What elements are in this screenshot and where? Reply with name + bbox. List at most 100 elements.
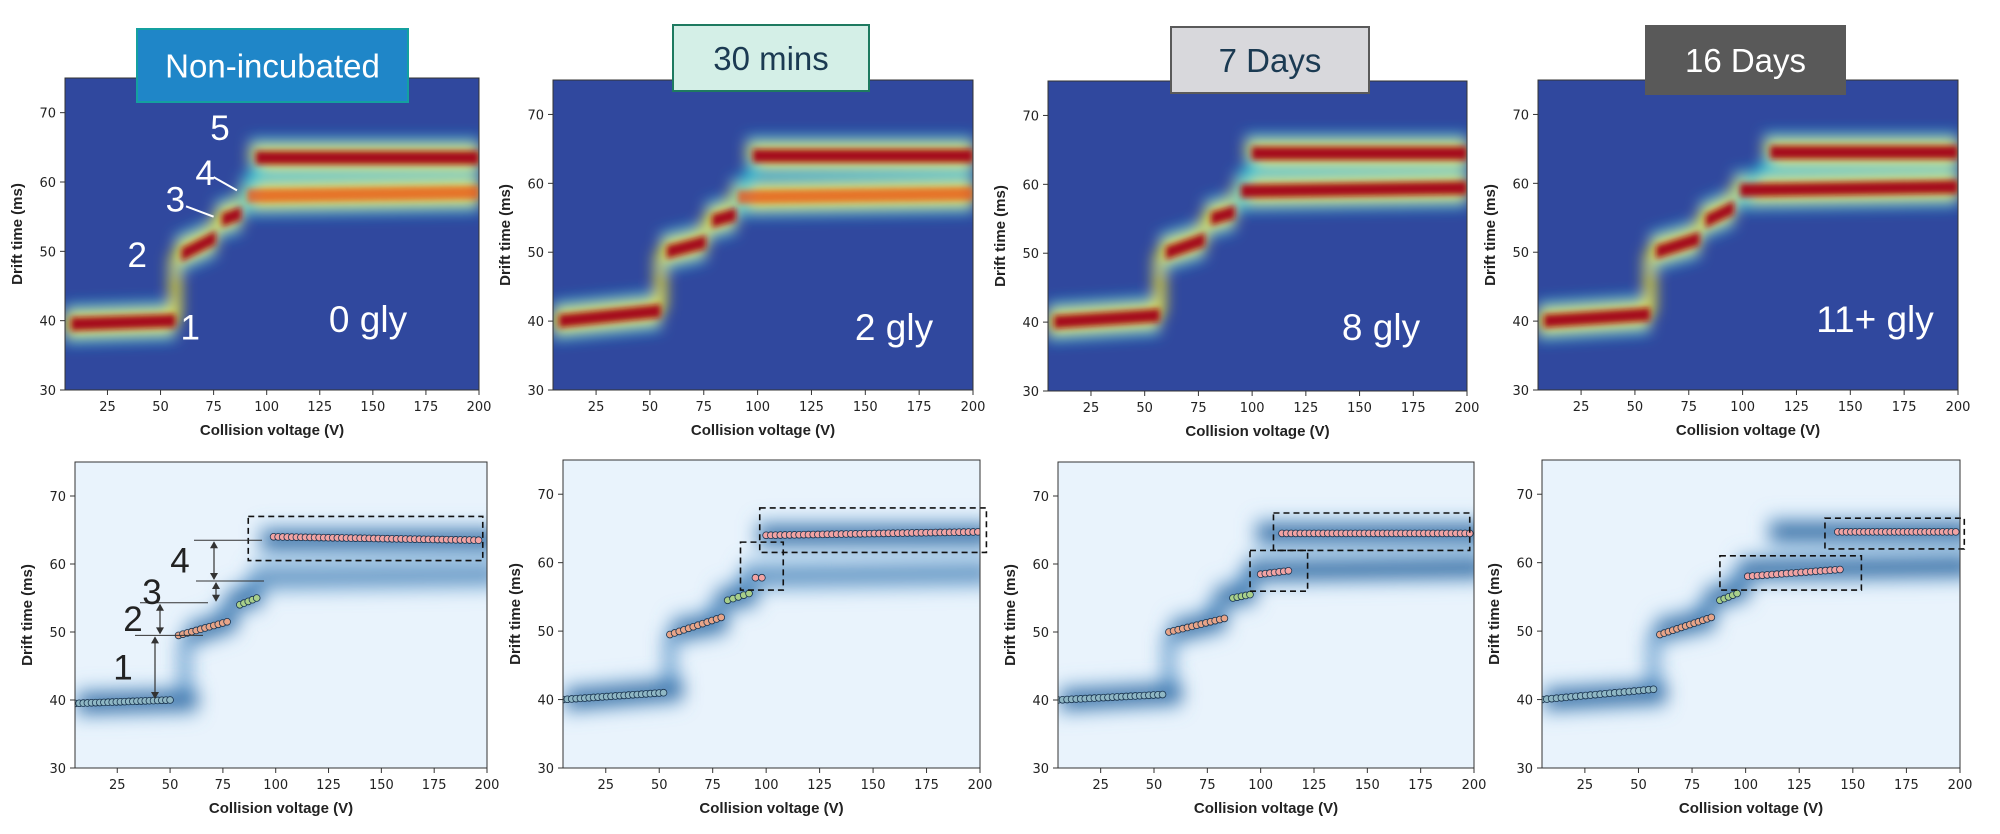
x-axis-label: Collision voltage (V) xyxy=(699,800,843,817)
x-tick-label: 200 xyxy=(1455,401,1480,416)
x-tick-label: 200 xyxy=(1948,778,1973,793)
x-tick-label: 100 xyxy=(1248,778,1273,793)
panel-title: 7 Days xyxy=(1219,42,1322,79)
highlight-box xyxy=(739,541,785,591)
panel-title-box xyxy=(136,28,409,103)
x-tick-label: 50 xyxy=(1136,401,1153,416)
y-tick-label: 70 xyxy=(1512,108,1529,123)
x-tick-label: 125 xyxy=(807,778,832,793)
y-tick-label: 70 xyxy=(527,108,544,123)
x-tick-label: 50 xyxy=(1146,778,1163,793)
heatmap-peak xyxy=(1656,231,1700,259)
x-tick-label: 200 xyxy=(1462,778,1487,793)
scatter-point xyxy=(1707,613,1716,622)
y-tick-label: 40 xyxy=(1032,694,1049,709)
density-core xyxy=(1247,560,1474,579)
y-tick-label: 60 xyxy=(39,176,56,191)
scatter-series xyxy=(762,528,980,540)
scatter-series xyxy=(1165,614,1229,636)
scatter-point xyxy=(1284,566,1293,575)
heatmap-peak xyxy=(1251,146,1467,160)
x-tick-label: 175 xyxy=(422,778,447,793)
glycan-count-label: 0 gly xyxy=(329,299,408,340)
heatmap-peak xyxy=(247,185,479,203)
x-tick-label: 25 xyxy=(1092,778,1109,793)
density-core xyxy=(254,566,487,586)
scatter-series xyxy=(751,573,766,582)
scatter-point xyxy=(1649,685,1658,694)
x-tick-label: 125 xyxy=(1784,400,1809,415)
x-tick-label: 75 xyxy=(704,778,721,793)
heatmap-peak xyxy=(1705,200,1734,228)
arrow-head xyxy=(156,603,164,611)
highlight-box xyxy=(1272,512,1471,552)
heatmap-transition xyxy=(1230,153,1258,212)
y-tick-label: 40 xyxy=(527,315,544,330)
y-tick-label: 50 xyxy=(49,626,66,641)
scatter-point xyxy=(1158,690,1167,699)
y-tick-label: 70 xyxy=(1516,488,1533,503)
y-tick-label: 30 xyxy=(1022,385,1039,400)
scatter-series xyxy=(1834,528,1960,536)
y-axis-label: Drift time (ms) xyxy=(1482,184,1499,286)
x-tick-label: 150 xyxy=(1838,400,1863,415)
scatter-panel: 25 50 75 100 125 150 175 200 30 40 50 60 70 Collision… xyxy=(1002,461,1487,817)
x-tick-label: 150 xyxy=(1840,778,1865,793)
x-tick-label: 125 xyxy=(316,778,341,793)
glycan-count-label: 2 gly xyxy=(855,307,934,348)
plot-frame xyxy=(1057,461,1475,769)
heatmap-peak xyxy=(1740,180,1958,197)
x-tick-label: 75 xyxy=(1190,401,1207,416)
scatter-series xyxy=(563,688,668,704)
x-tick-label: 50 xyxy=(1630,778,1647,793)
x-tick-label: 75 xyxy=(1199,778,1216,793)
scatter-point xyxy=(166,696,174,704)
density-background xyxy=(1542,460,1960,768)
x-tick-label: 100 xyxy=(1730,400,1755,415)
y-tick-label: 50 xyxy=(1022,247,1039,262)
x-axis-label: Collision voltage (V) xyxy=(1185,423,1329,440)
scatter-point xyxy=(745,589,753,598)
y-axis-label: Drift time (ms) xyxy=(1486,563,1503,665)
y-tick-label: 30 xyxy=(1516,762,1533,777)
x-tick-label: 175 xyxy=(1894,778,1919,793)
y-tick-label: 60 xyxy=(537,557,554,572)
heatmap-background xyxy=(1048,81,1467,391)
x-tick-label: 100 xyxy=(745,400,770,415)
annotation-leader-line xyxy=(213,176,238,192)
plot-frame xyxy=(1541,459,1961,769)
y-tick-label: 40 xyxy=(1512,315,1529,330)
arrow-head xyxy=(212,594,220,602)
scatter-series xyxy=(666,613,726,639)
scatter-series xyxy=(236,594,261,609)
x-tick-label: 100 xyxy=(263,778,288,793)
x-tick-label: 25 xyxy=(597,778,614,793)
panel-title: Non-incubated xyxy=(165,48,380,85)
y-tick-label: 40 xyxy=(537,694,554,709)
y-tick-label: 60 xyxy=(527,177,544,192)
x-tick-label: 100 xyxy=(254,400,279,415)
highlight-box xyxy=(247,515,484,562)
x-tick-label: 50 xyxy=(642,400,659,415)
scatter-panel: 25 50 75 100 125 150 175 200 30 40 50 60 70 Collision… xyxy=(507,459,992,817)
heatmap-peak xyxy=(559,304,661,328)
y-tick-label: 60 xyxy=(1022,178,1039,193)
glycan-count-label: 8 gly xyxy=(1342,307,1421,348)
y-tick-label: 70 xyxy=(537,488,554,503)
x-tick-label: 125 xyxy=(1293,401,1318,416)
scatter-series xyxy=(1229,590,1254,602)
glycan-count-label: 11+ gly xyxy=(1816,299,1934,340)
scatter-point xyxy=(1951,528,1960,536)
scatter-series xyxy=(75,696,174,708)
arrow-head xyxy=(151,692,159,699)
state-number-label: 4 xyxy=(195,154,214,193)
heatmap-panel: 25 50 75 100 125 150 175 200 30 40 50 60 70 Collision… xyxy=(497,79,985,439)
transition-label: 3 xyxy=(142,573,161,612)
scatter-panel: 25 50 75 100 125 150 175 200 30 40 50 60 70 Collision… xyxy=(1486,459,1973,817)
scatter-series xyxy=(1058,690,1167,704)
x-tick-label: 200 xyxy=(1946,400,1971,415)
transition-label: 2 xyxy=(123,600,142,639)
y-tick-label: 60 xyxy=(1516,557,1533,572)
x-tick-label: 50 xyxy=(1627,400,1644,415)
